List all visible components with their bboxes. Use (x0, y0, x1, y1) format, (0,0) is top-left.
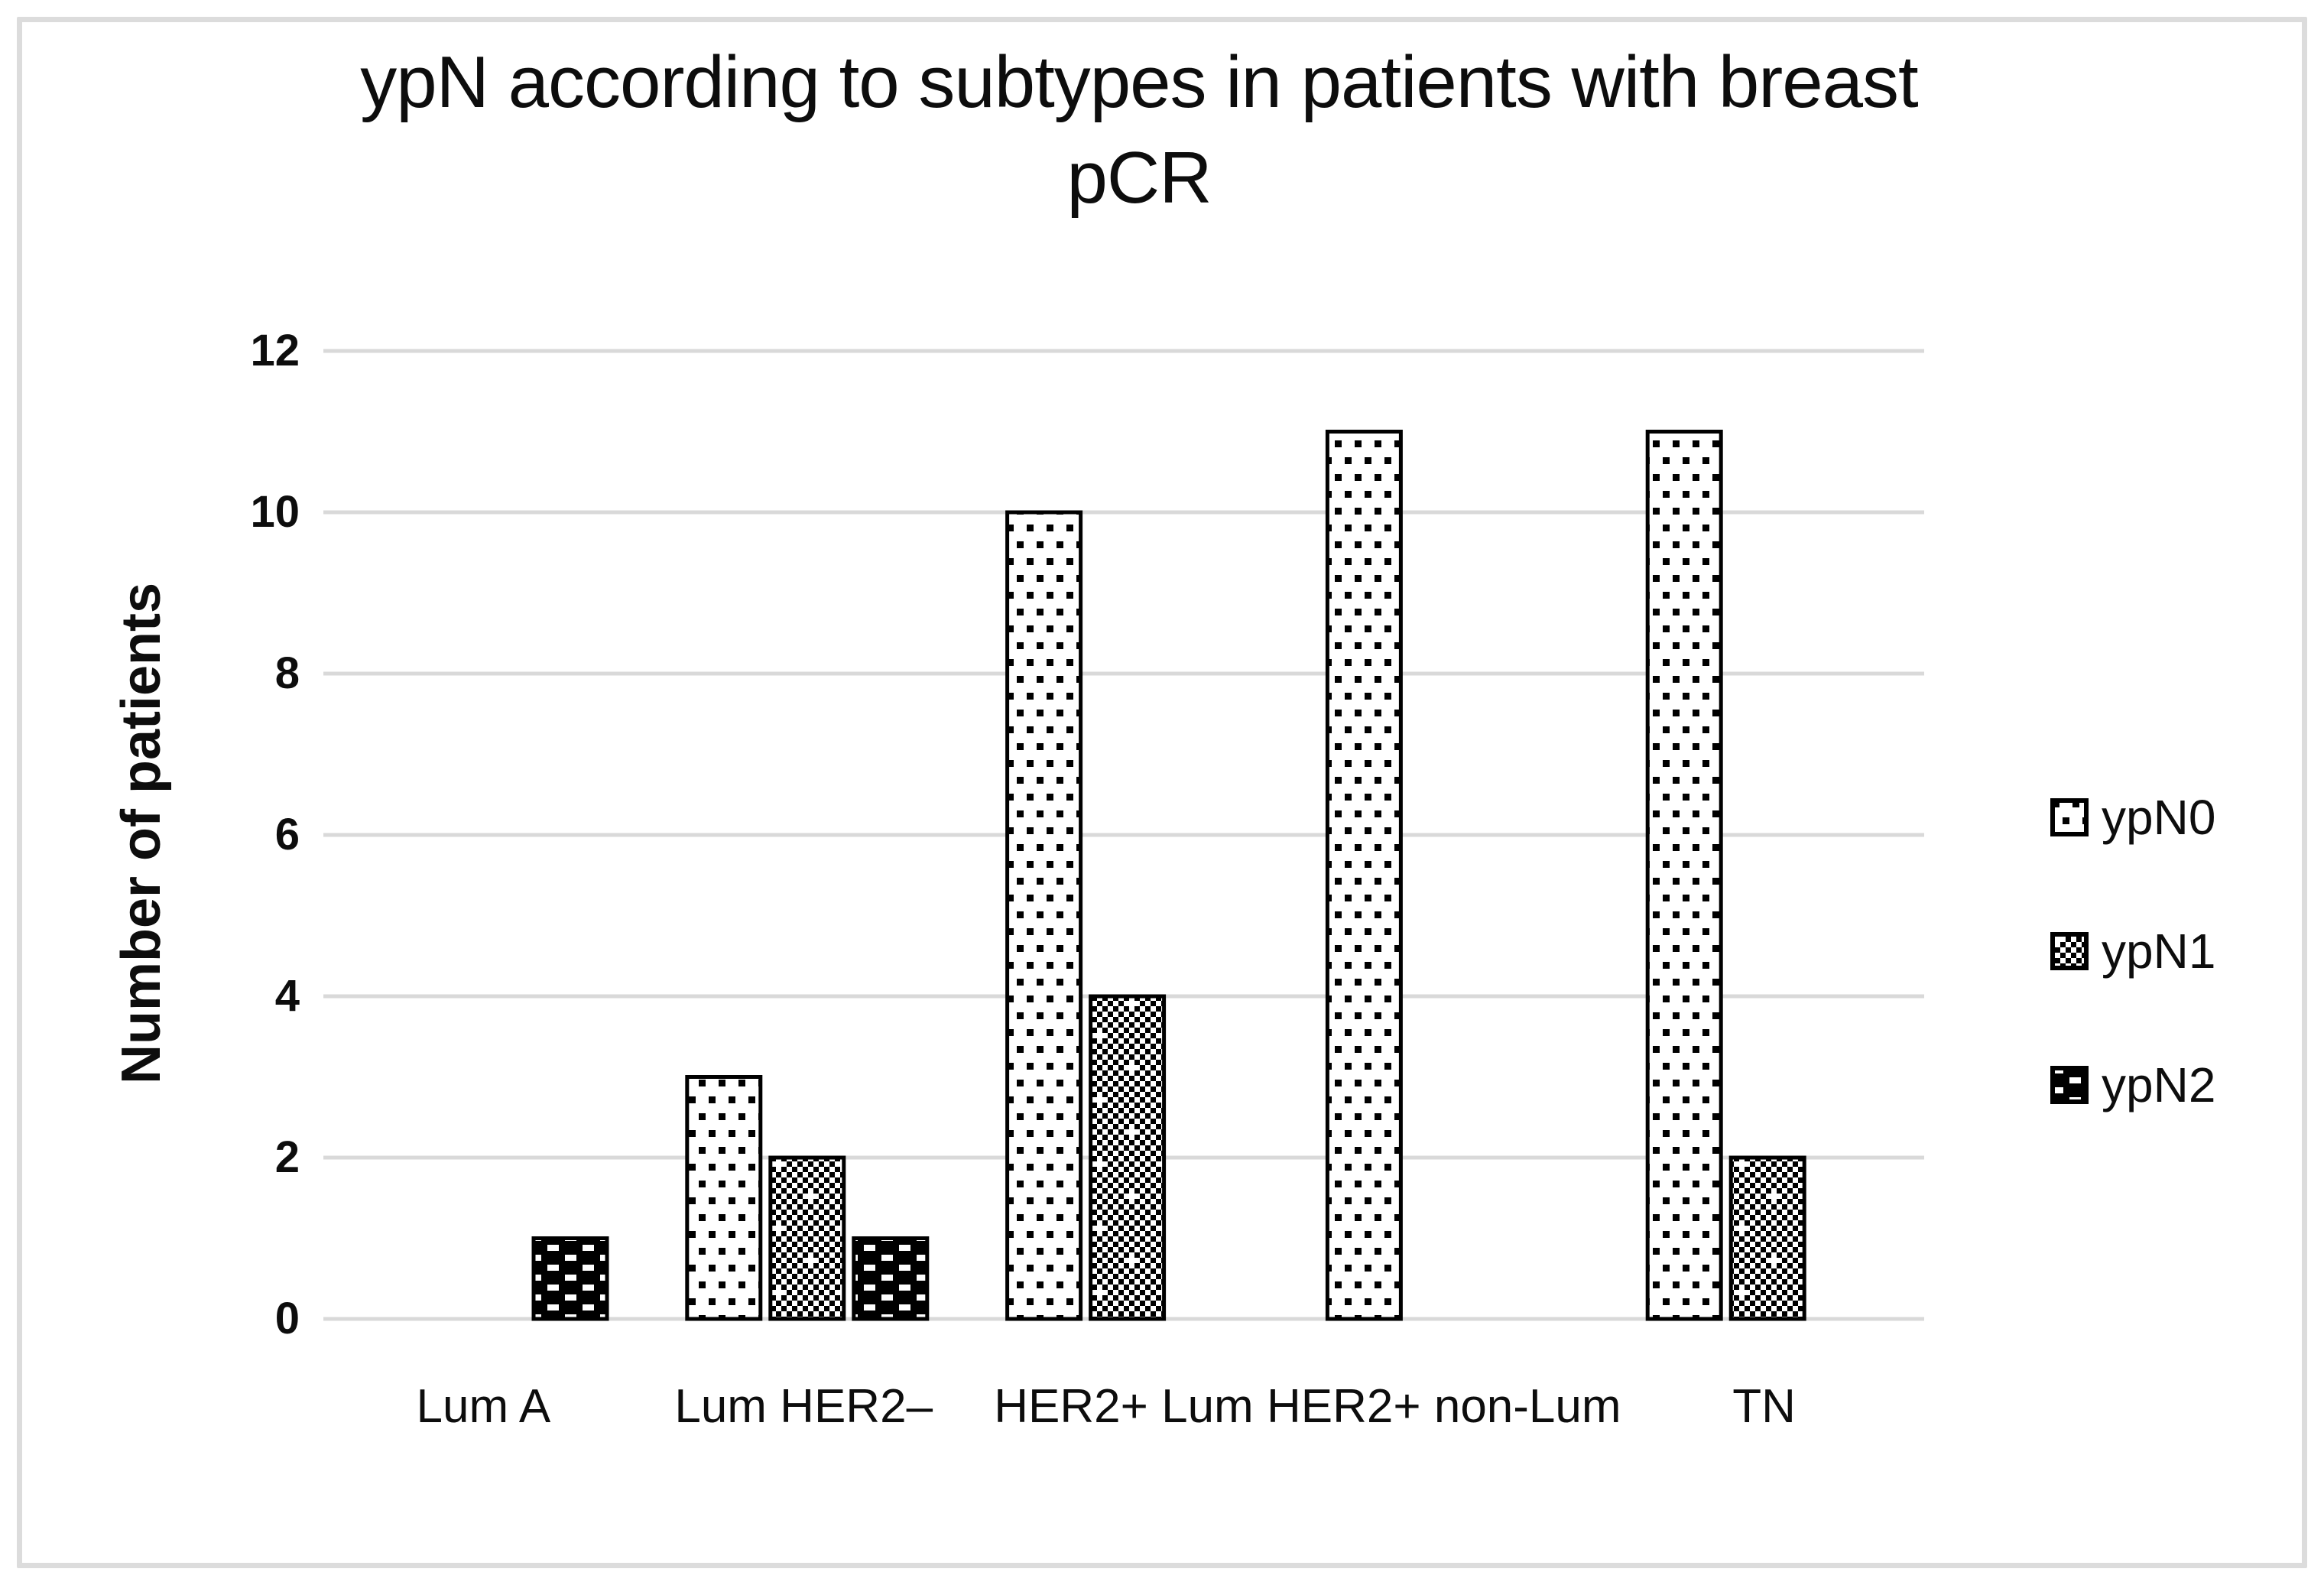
legend-label: ypN2 (2102, 1057, 2216, 1112)
bar-ypN0-category-4 (1645, 430, 1723, 1321)
x-axis-label: HER2+ Lum (994, 1380, 1254, 1433)
bar-ypN0-category-2 (1005, 510, 1083, 1321)
x-axis-label: TN (1732, 1380, 1796, 1433)
x-axis-label: Lum HER2– (674, 1380, 933, 1433)
bar-ypN2-category-1 (852, 1236, 930, 1321)
y-tick-label: 8 (274, 648, 300, 698)
y-axis-title: Number of patients (111, 582, 172, 1085)
legend-swatch-ypN1 (2050, 932, 2089, 970)
legend-item-ypN0: ypN0 (2050, 789, 2215, 846)
y-tick-label: 12 (250, 326, 300, 375)
bar-ypN1-category-1 (768, 1155, 846, 1321)
y-tick-label: 6 (274, 810, 300, 859)
y-tick-label: 10 (250, 487, 300, 537)
x-axis-label: Lum A (416, 1380, 551, 1433)
bar-ypN0-category-1 (685, 1075, 763, 1321)
y-tick-label: 0 (274, 1294, 300, 1343)
legend-swatch-ypN2 (2050, 1066, 2089, 1104)
legend-swatch-ypN0 (2050, 798, 2089, 836)
legend-label: ypN0 (2102, 790, 2216, 845)
bar-ypN1-category-4 (1728, 1155, 1806, 1321)
y-tick-label: 2 (274, 1132, 300, 1182)
bar-ypN1-category-2 (1089, 994, 1167, 1321)
legend-item-ypN1: ypN1 (2050, 923, 2215, 979)
bar-ypN0-category-3 (1325, 430, 1403, 1321)
legend-item-ypN2: ypN2 (2050, 1057, 2215, 1113)
x-axis-label: HER2+ non-Lum (1267, 1380, 1621, 1433)
bar-ypN2-category-0 (531, 1236, 609, 1321)
legend: ypN0 ypN1 ypN2 (2050, 789, 2215, 1113)
y-tick-label: 4 (274, 971, 300, 1021)
chart-title: ypN according to subtypes in patients wi… (360, 41, 1918, 219)
legend-label: ypN1 (2102, 924, 2216, 979)
